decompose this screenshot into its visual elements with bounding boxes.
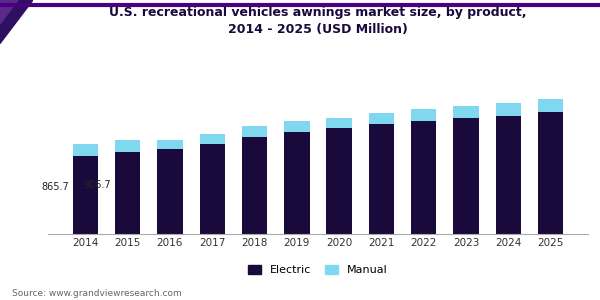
Bar (200, 134, 225, 144)
Bar (496, 103, 521, 116)
Bar (454, 106, 479, 118)
Polygon shape (0, 0, 33, 44)
Bar (73, 144, 98, 156)
Polygon shape (0, 0, 18, 24)
Text: 906.7: 906.7 (84, 180, 112, 190)
Bar (369, 113, 394, 124)
Bar (73, 156, 98, 234)
Text: 865.7: 865.7 (41, 182, 69, 192)
Bar (326, 128, 352, 234)
Bar (326, 118, 352, 128)
Bar (242, 137, 267, 234)
Bar (157, 140, 182, 149)
Bar (411, 109, 436, 121)
Bar (115, 152, 140, 234)
Bar (411, 121, 436, 234)
Bar (115, 140, 140, 152)
Bar (284, 121, 310, 132)
Text: Source: www.grandviewresearch.com: Source: www.grandviewresearch.com (12, 290, 182, 298)
Text: U.S. recreational vehicles awnings market size, by product,
2014 - 2025 (USD Mil: U.S. recreational vehicles awnings marke… (109, 6, 527, 36)
Bar (200, 144, 225, 234)
Bar (369, 124, 394, 234)
Bar (496, 116, 521, 234)
Bar (538, 112, 563, 234)
Bar (284, 132, 310, 234)
Bar (242, 126, 267, 137)
Bar (538, 99, 563, 112)
Legend: Electric, Manual: Electric, Manual (244, 260, 392, 279)
Bar (157, 149, 182, 234)
Bar (454, 118, 479, 234)
